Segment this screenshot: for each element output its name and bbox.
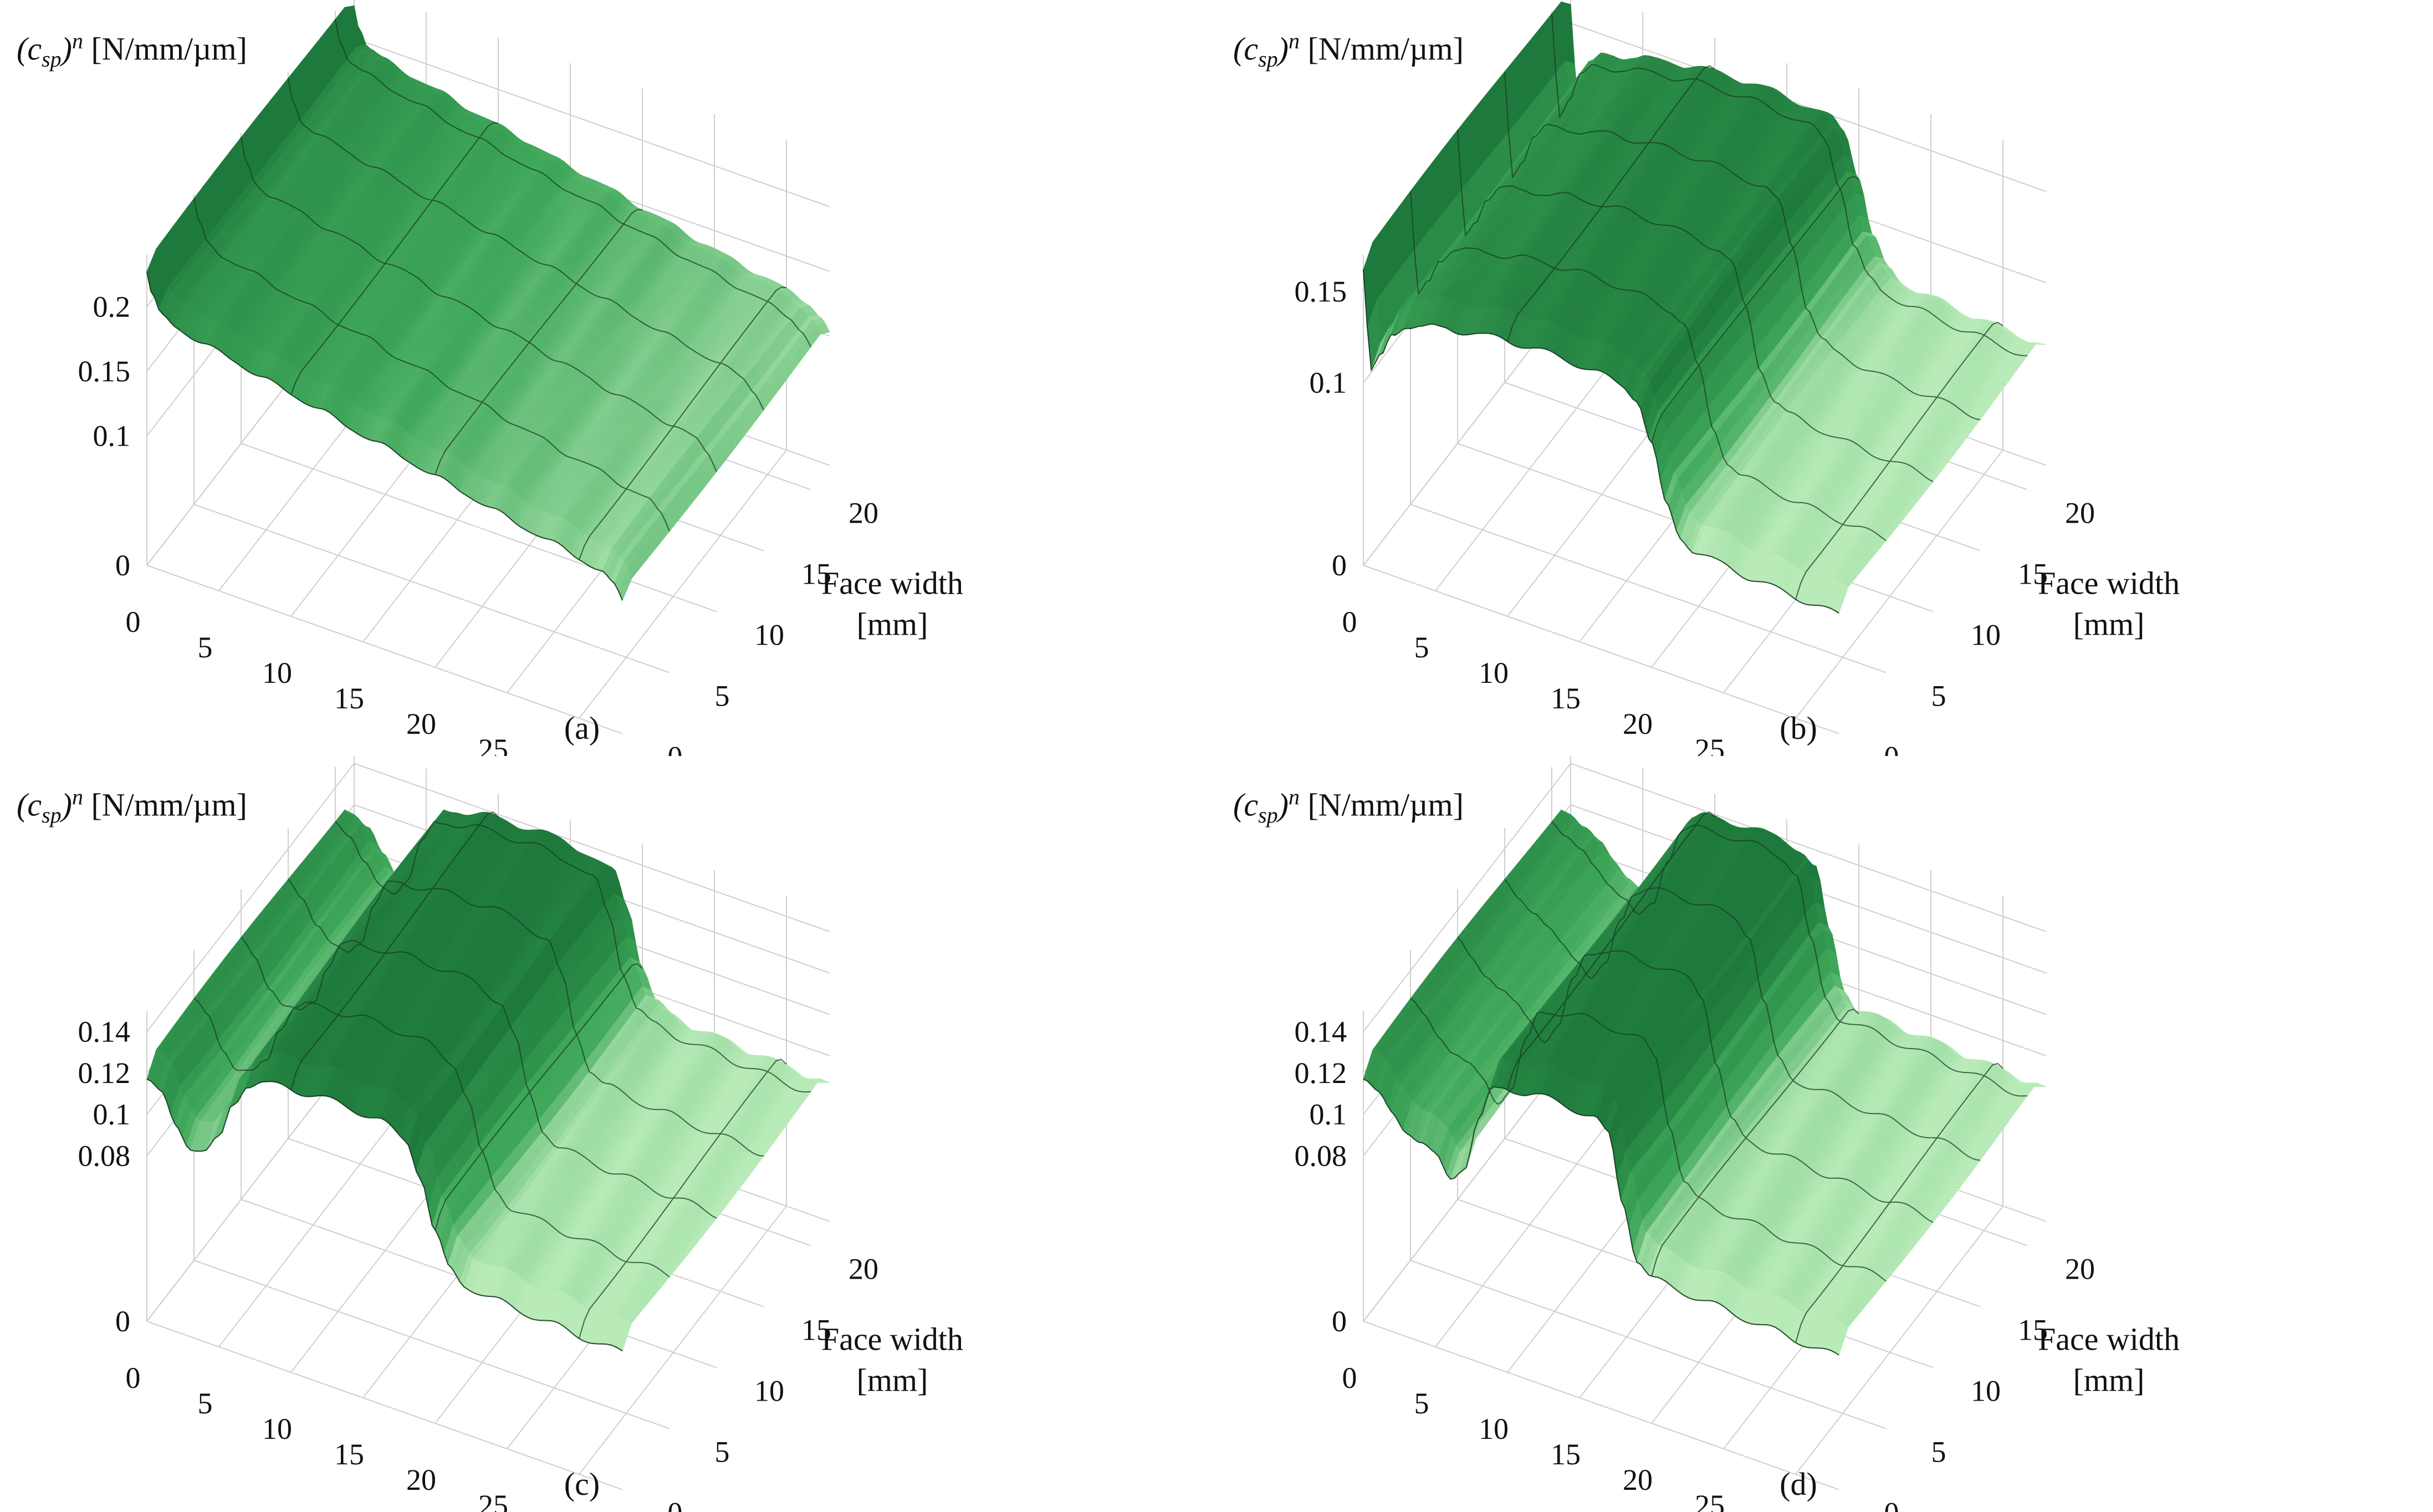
face-width-title-line2: [mm]	[857, 606, 928, 642]
z-tick-label: 0	[115, 549, 130, 582]
x-tick-label: 25	[478, 733, 508, 756]
y-tick-label: 5	[715, 680, 730, 713]
y-tick-label: 0	[668, 740, 683, 756]
mesh-line-face-width	[193, 198, 670, 532]
y-tick-label: 20	[849, 497, 878, 530]
x-tick-label: 0	[126, 605, 141, 638]
floor-gridline	[241, 443, 717, 612]
floor-gridline	[1410, 504, 1887, 673]
z-tick-label: 0.15	[78, 355, 131, 388]
axis-titles: Roll angle [°] Face width [mm]	[217, 565, 963, 756]
stiffness-surface	[146, 5, 830, 601]
surface-plot-a: 0510152025300510152000.10.150.2Roll angl…	[78, 0, 963, 756]
tick-labels: 0510152025300510152000.10.150.2	[78, 290, 879, 756]
mesh-line-roll-angle	[435, 209, 643, 475]
back-wall-gridline	[1570, 22, 2047, 192]
floor-gridline	[193, 504, 670, 673]
x-tick-label: 5	[198, 631, 213, 664]
floor-gridline	[579, 449, 787, 719]
surface-plot-b: 0510152025300510152000.10.15Roll angle […	[1295, 0, 2180, 756]
z-tick-label: 0.1	[93, 420, 131, 453]
mesh-line-face-width	[288, 78, 764, 411]
back-wall-gridline	[354, 38, 830, 207]
mesh-line-face-width	[335, 19, 811, 348]
x-tick-label: 15	[334, 682, 364, 715]
panel-b: 0510152025300510152000.10.15Roll angle […	[1216, 0, 2433, 756]
z-tick-label: 0.2	[93, 290, 131, 323]
floor-gridline	[146, 565, 623, 734]
y-tick-label: 15	[801, 558, 831, 591]
panel-a: 0510152025300510152000.10.150.2Roll angl…	[0, 0, 1216, 756]
surface-front-edge	[146, 272, 623, 601]
x-tick-label: 10	[262, 656, 292, 689]
mesh-line-roll-angle	[579, 287, 787, 560]
z-axis-label: (csp)n [N/mm/µm]	[17, 28, 247, 71]
floor-gridline	[1363, 565, 1839, 734]
floor-gridline	[1795, 449, 2003, 719]
stiffness-surface	[1363, 1, 2047, 614]
mesh-line-face-width	[241, 137, 717, 472]
y-tick-label: 10	[754, 619, 784, 652]
x-tick-label: 20	[406, 707, 436, 740]
caption-a: (a)	[564, 710, 600, 746]
face-width-title-line1: Face width	[821, 565, 963, 601]
x-axis-title: Roll angle [°]	[217, 755, 392, 756]
mesh-line-roll-angle	[290, 122, 499, 395]
